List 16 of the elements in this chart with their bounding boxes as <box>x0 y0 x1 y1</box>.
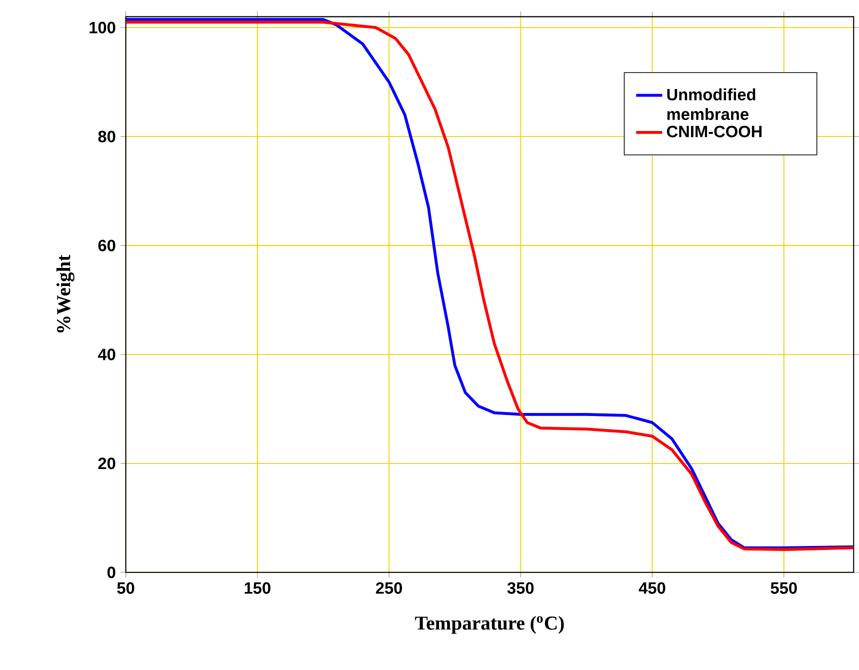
x-tick-label: 50 <box>117 582 134 594</box>
y-tick-label: 20 <box>98 458 116 470</box>
y-tick-label: 80 <box>98 130 116 143</box>
y-tick-label: 100 <box>90 22 116 34</box>
x-tick-label: 450 <box>638 582 666 594</box>
y-tick-label: 0 <box>107 566 116 578</box>
y-axis-title: %Weight <box>56 255 74 333</box>
x-tick-label: 150 <box>244 582 270 594</box>
y-tick-label: 60 <box>98 240 116 252</box>
x-tick-label: 350 <box>507 582 534 594</box>
x-axis-title: Temparature ($^{o}$C) <box>415 616 564 634</box>
y-tick-label: 40 <box>98 348 116 360</box>
x-tick-label: 550 <box>770 582 797 594</box>
legend-label: Unmodified membrane <box>667 88 756 120</box>
legend-label: CNIM-COOH <box>666 126 762 138</box>
x-tick-label: 250 <box>376 582 402 594</box>
